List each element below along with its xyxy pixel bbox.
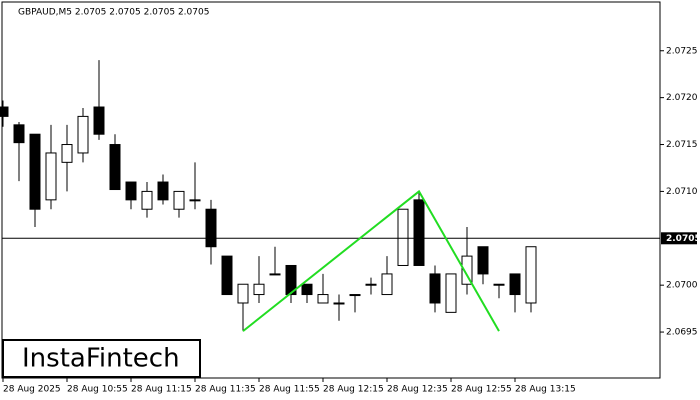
candle-body <box>397 208 409 266</box>
x-tick-label: 28 Aug 10:55 <box>67 385 128 395</box>
candle-body <box>333 302 345 305</box>
candle-body <box>477 246 489 275</box>
x-tick-label: 28 Aug 11:35 <box>195 385 256 395</box>
y-tick-label: 2.0695 <box>666 328 698 338</box>
candle-body <box>141 190 153 210</box>
candle-body <box>173 190 185 210</box>
candle-body <box>413 199 425 266</box>
x-tick-label: 28 Aug 11:55 <box>259 385 320 395</box>
chart-title: GBPAUD,M5 2.0705 2.0705 2.0705 2.0705 <box>18 8 209 18</box>
x-tick-label: 28 Aug 12:35 <box>387 385 448 395</box>
candle-body <box>365 283 377 286</box>
y-tick-label: 2.0700 <box>666 281 698 291</box>
logo: InstaFintech <box>22 344 180 374</box>
candle-body <box>429 273 441 304</box>
candle-body <box>509 273 521 296</box>
plot-frame <box>1 1 661 379</box>
logo-box <box>2 339 201 378</box>
y-tick-label: 2.0720 <box>666 93 698 103</box>
candle-body <box>189 199 201 202</box>
candle-body <box>381 273 393 296</box>
candle-body <box>493 283 505 286</box>
x-tick-label: 28 Aug 11:15 <box>131 385 192 395</box>
candle-body <box>0 106 9 117</box>
x-tick-label: 28 Aug 2025 <box>3 385 61 395</box>
candle-body <box>77 115 89 154</box>
y-tick-label: 2.0710 <box>666 187 698 197</box>
candle-body <box>317 294 329 304</box>
candle-body <box>109 144 121 191</box>
candle-body <box>29 133 41 210</box>
current-price-box <box>661 232 697 245</box>
y-tick-label: 2.0725 <box>666 46 698 56</box>
candle-body <box>461 255 473 285</box>
candle-body <box>269 273 281 276</box>
candle-body <box>205 208 217 248</box>
x-tick-label: 28 Aug 12:55 <box>451 385 512 395</box>
pattern-line <box>242 189 500 332</box>
candle-body <box>13 124 25 144</box>
candle-body <box>237 283 249 304</box>
x-tick-label: 28 Aug 12:15 <box>323 385 384 395</box>
candle-body <box>253 283 265 296</box>
candle-body <box>285 264 297 296</box>
candle-body <box>61 144 73 163</box>
candle-body <box>349 294 361 297</box>
candle-body <box>93 106 105 135</box>
candle-body <box>445 273 457 313</box>
candle-body <box>301 283 313 296</box>
candle-body <box>221 255 233 296</box>
x-tick-label: 28 Aug 13:15 <box>515 385 576 395</box>
y-tick-label: 2.0715 <box>666 140 698 150</box>
candle-body <box>157 181 169 201</box>
current-price-label: 2.0705 <box>666 234 700 244</box>
candle-body <box>525 246 537 304</box>
candle-body <box>45 152 57 201</box>
candle-body <box>125 181 137 201</box>
